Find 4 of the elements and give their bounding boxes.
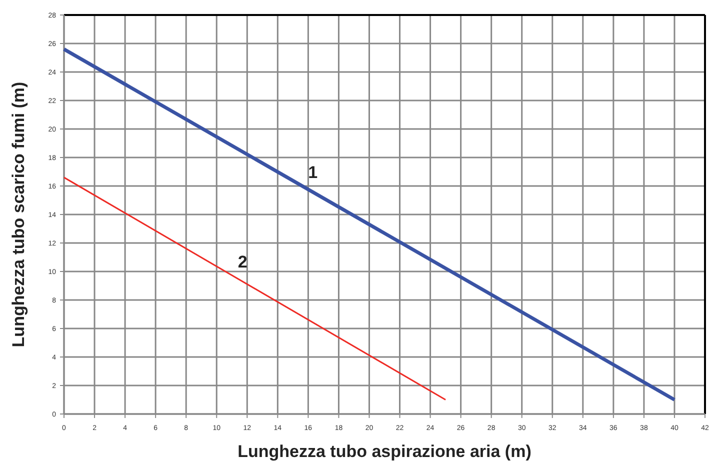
x-axis-title: Lunghezza tubo aspirazione aria (m) [238,442,532,461]
series-label: 2 [238,252,248,272]
y-axis-title: Lunghezza tubo scarico fumi (m) [9,82,28,348]
series-label: 1 [308,162,318,182]
